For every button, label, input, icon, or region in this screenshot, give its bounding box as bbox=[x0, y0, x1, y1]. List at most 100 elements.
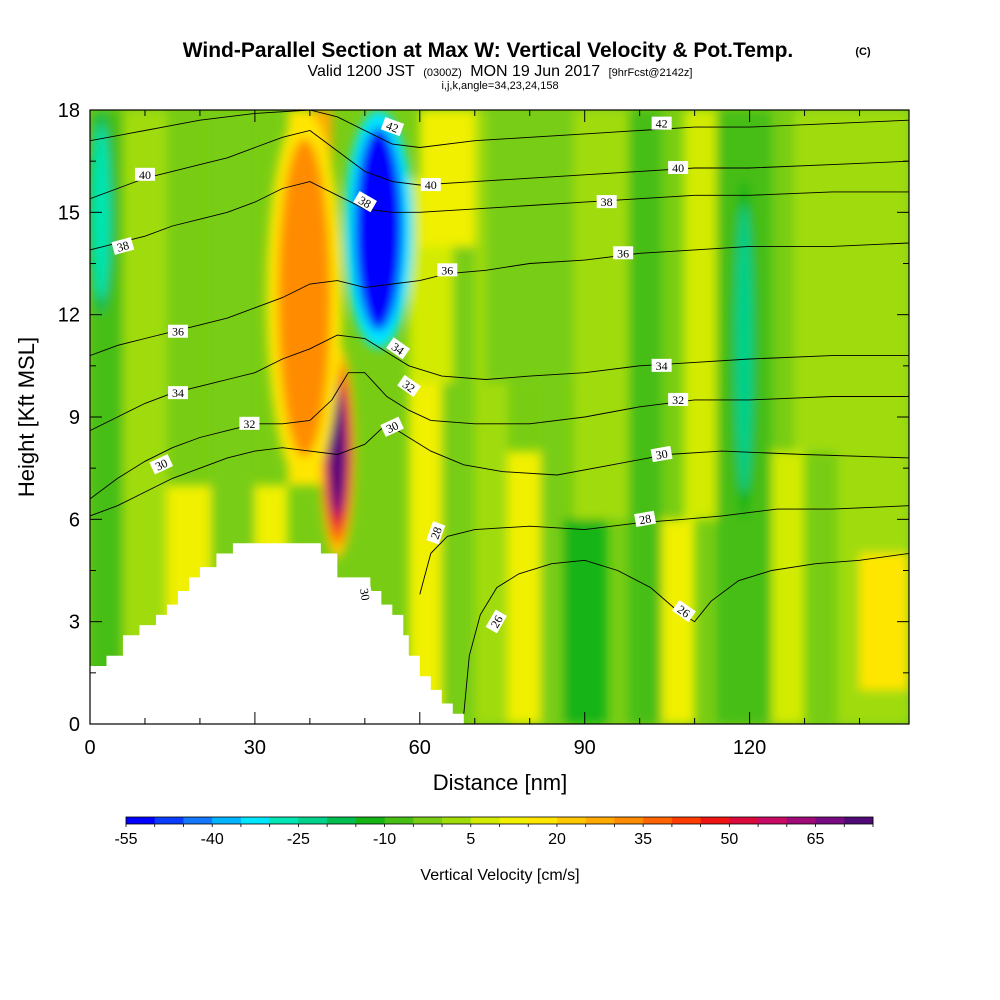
field-band bbox=[485, 110, 574, 383]
y-tick-label: 3 bbox=[69, 612, 80, 634]
contour-label-box bbox=[380, 416, 404, 437]
colorbar-tick-label: -10 bbox=[373, 831, 396, 848]
colorbar-tick-label: 50 bbox=[720, 831, 738, 848]
colorbar-swatch bbox=[355, 817, 385, 824]
field-band bbox=[683, 110, 717, 520]
colorbar-tick-label: 35 bbox=[634, 831, 652, 848]
colorbar-swatch bbox=[556, 817, 587, 824]
contour-label: 42 bbox=[651, 116, 672, 131]
contour-label-box bbox=[651, 358, 672, 372]
contour-label-box bbox=[437, 263, 458, 277]
contour-label-text: 32 bbox=[243, 417, 255, 431]
contour-label: 34 bbox=[167, 386, 188, 400]
contour-label-box bbox=[353, 191, 377, 213]
contour-label: 30 bbox=[149, 454, 174, 475]
colorbar-tick-label: 20 bbox=[548, 831, 566, 848]
colorbar-swatch bbox=[614, 817, 644, 824]
x-axis-ticks: 0 30 60 90 120 bbox=[84, 110, 861, 759]
contour-label: 40 bbox=[134, 167, 155, 182]
field-band bbox=[628, 110, 662, 724]
colorbar-swatch bbox=[212, 817, 242, 824]
y-tick-label: 15 bbox=[58, 202, 80, 224]
contour-label-text: 38 bbox=[601, 195, 613, 209]
contour-label-text: 34 bbox=[172, 386, 184, 400]
contour-label: 40 bbox=[420, 178, 441, 192]
colorbar-swatch bbox=[470, 817, 500, 824]
colorbar-swatch bbox=[269, 817, 299, 824]
contour-label-box bbox=[672, 599, 696, 623]
contour-label-box bbox=[239, 416, 260, 430]
contour-label-text: 42 bbox=[656, 117, 668, 131]
colorbar-tick-label: -40 bbox=[201, 831, 224, 848]
chart-title: Wind-Parallel Section at Max W: Vertical… bbox=[183, 39, 794, 62]
contour-label-box bbox=[167, 324, 188, 338]
colorbar-label: Vertical Velocity [cm/s] bbox=[420, 867, 579, 884]
contour-label-text: 38 bbox=[115, 238, 130, 255]
contour-label-box bbox=[668, 160, 689, 174]
colorbar-swatch bbox=[499, 817, 529, 824]
colorbar: -55 -40 -25 -10 5 20 35 50 65 Vertical Velocity … bbox=[114, 816, 874, 884]
colorbar-swatch bbox=[154, 817, 184, 824]
contour-label-text: 30 bbox=[153, 456, 170, 474]
contour-label-box bbox=[420, 178, 441, 192]
colorbar-swatch bbox=[442, 817, 472, 824]
colorbar-tick-label: -55 bbox=[114, 831, 137, 848]
colorbar-tick-label: 5 bbox=[466, 831, 475, 848]
colorbar-swatch bbox=[844, 817, 874, 824]
grid-params: i,j,k,angle=34,23,24,158 bbox=[441, 80, 558, 92]
chart-title-block: Wind-Parallel Section at Max W: Vertical… bbox=[183, 39, 871, 92]
contour-label-text: 34 bbox=[656, 359, 668, 373]
contour-label: 30 bbox=[380, 416, 404, 437]
contour-label-text: 28 bbox=[638, 511, 652, 527]
subtitle-fcst: [9hrFcst@2142z] bbox=[609, 67, 693, 79]
contour-label-box bbox=[149, 454, 174, 475]
field-band bbox=[507, 451, 541, 724]
subtitle-valid: Valid 1200 JST bbox=[307, 63, 415, 80]
contour-label: 36 bbox=[613, 246, 634, 260]
contour-label-text: 28 bbox=[428, 525, 445, 541]
contour-label: 26 bbox=[672, 599, 696, 623]
contour-label: 40 bbox=[668, 160, 689, 175]
colorbar-tick-label: -25 bbox=[287, 831, 310, 848]
colorbar-swatch bbox=[528, 817, 558, 824]
colorbar-swatch bbox=[585, 817, 615, 824]
x-axis-label: Distance [nm] bbox=[433, 770, 568, 795]
contour-label: 36 bbox=[437, 263, 458, 277]
chart-subtitle: Valid 1200 JST (0300Z) MON 19 Jun 2017 [… bbox=[307, 63, 692, 80]
field-band bbox=[771, 451, 805, 724]
y-tick-label: 9 bbox=[69, 407, 80, 429]
colorbar-swatch bbox=[815, 817, 845, 824]
y-tick-label: 18 bbox=[58, 100, 80, 122]
contour-label-text: 36 bbox=[441, 263, 453, 277]
contour-label: 28 bbox=[426, 521, 446, 545]
contour-label-text: 36 bbox=[172, 325, 184, 339]
contour-label-box bbox=[111, 237, 135, 255]
contour-label-text: 30 bbox=[357, 587, 373, 601]
x-tick-label: 120 bbox=[733, 737, 766, 759]
contour-label-text: 36 bbox=[617, 246, 629, 260]
contour-label-box bbox=[651, 116, 672, 130]
colorbar-swatch bbox=[700, 817, 730, 824]
feature-core-ring bbox=[330, 400, 344, 502]
contour-label: 30 bbox=[650, 445, 673, 462]
theta-contour-42 bbox=[90, 110, 909, 148]
contour-label: 32 bbox=[668, 392, 689, 407]
contour-label: 32 bbox=[239, 416, 260, 431]
feature-core bbox=[277, 138, 331, 458]
colorbar-swatch bbox=[786, 817, 816, 824]
contour-label-text: 42 bbox=[384, 118, 400, 135]
colorbar-swatch bbox=[643, 817, 673, 824]
contour-label-text: 40 bbox=[139, 168, 151, 182]
contour-label-box bbox=[634, 510, 657, 527]
contour-label: 32 bbox=[397, 374, 422, 397]
contour-label: 36 bbox=[167, 324, 188, 339]
colorbar-swatch bbox=[413, 817, 443, 824]
colorbar-swatch bbox=[729, 817, 759, 824]
contour-label-text: 40 bbox=[425, 178, 437, 192]
contour-label: 30 bbox=[357, 583, 374, 606]
contour-label-box bbox=[613, 246, 634, 260]
colorbar-swatch bbox=[671, 817, 702, 824]
